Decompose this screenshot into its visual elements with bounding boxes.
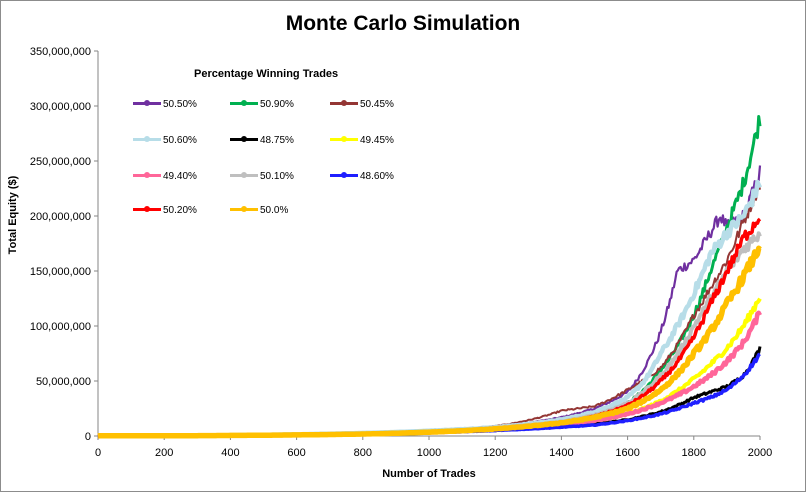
series-line-5045	[97, 182, 761, 437]
series-line-5050	[97, 165, 762, 438]
legend-item: 49.40%	[133, 169, 197, 183]
legend-label: 48.75%	[260, 134, 294, 146]
legend-label: 48.60%	[360, 170, 394, 182]
legend-label: 49.45%	[360, 134, 394, 146]
legend-item: 50.50%	[133, 97, 197, 111]
x-tick-label: 1400	[549, 447, 573, 459]
y-tick-label: 250,000,000	[30, 156, 91, 168]
y-tick-label: 350,000,000	[30, 46, 91, 58]
x-tick-label: 800	[354, 447, 372, 459]
y-tick-label: 50,000,000	[36, 376, 91, 388]
legend-swatch	[133, 205, 161, 215]
chart-title: Monte Carlo Simulation	[285, 12, 521, 35]
legend-item: 49.45%	[330, 133, 394, 147]
y-tick-label: 0	[85, 431, 91, 443]
x-tick-label: 600	[287, 447, 305, 459]
legend-item: 50.10%	[230, 169, 294, 183]
x-axis-title: Number of Trades	[382, 468, 476, 480]
series-line-5010	[97, 231, 762, 438]
legend-swatch-marker	[144, 100, 150, 106]
legend-swatch-marker	[341, 100, 347, 106]
legend-label: 50.60%	[163, 134, 197, 146]
legend-label: 50.50%	[163, 98, 197, 110]
x-tick-label: 0	[95, 447, 101, 459]
legend-item: 48.60%	[330, 169, 394, 183]
x-tick-label: 1200	[483, 447, 507, 459]
legend-swatch	[230, 171, 258, 181]
legend-swatch	[133, 99, 161, 109]
legend-label: 50.10%	[260, 170, 294, 182]
legend-item: 50.20%	[133, 203, 197, 217]
legend-swatch	[330, 135, 358, 145]
series-line-5060	[97, 179, 763, 439]
legend-item: 50.45%	[330, 97, 394, 111]
x-tick-label: 1800	[682, 447, 706, 459]
legend-swatch-marker	[241, 100, 247, 106]
legend-label: 49.40%	[163, 170, 197, 182]
legend-swatch	[133, 171, 161, 181]
legend-swatch-marker	[341, 136, 347, 142]
legend-swatch-marker	[341, 172, 347, 178]
legend-swatch-marker	[241, 172, 247, 178]
x-tick-label: 2000	[748, 447, 772, 459]
legend-swatch-marker	[144, 206, 150, 212]
y-tick-label: 300,000,000	[30, 101, 91, 113]
legend-swatch-marker	[241, 206, 247, 212]
legend-title: Percentage Winning Trades	[194, 68, 339, 80]
legend-swatch	[133, 135, 161, 145]
legend-label: 50.0%	[260, 204, 289, 216]
legend-swatch-marker	[241, 136, 247, 142]
legend-label: 50.45%	[360, 98, 394, 110]
y-tick-label: 150,000,000	[30, 266, 91, 278]
series-line-500	[96, 245, 762, 439]
legend-swatch-marker	[144, 136, 150, 142]
legend-swatch-marker	[144, 172, 150, 178]
legend-swatch	[330, 99, 358, 109]
legend-item: 50.60%	[133, 133, 197, 147]
legend-swatch	[330, 171, 358, 181]
legend-item: 50.90%	[230, 97, 294, 111]
y-tick-label: 100,000,000	[30, 321, 91, 333]
x-tick-label: 1000	[417, 447, 441, 459]
x-tick-label: 400	[221, 447, 239, 459]
x-tick-label: 200	[155, 447, 173, 459]
x-tick-label: 1600	[615, 447, 639, 459]
legend-swatch	[230, 135, 258, 145]
legend-item: 50.0%	[230, 203, 288, 217]
legend-label: 50.90%	[260, 98, 294, 110]
legend-item: 48.75%	[230, 133, 294, 147]
legend-swatch	[230, 99, 258, 109]
y-tick-label: 200,000,000	[30, 211, 91, 223]
legend-label: 50.20%	[163, 204, 197, 216]
legend-swatch	[230, 205, 258, 215]
